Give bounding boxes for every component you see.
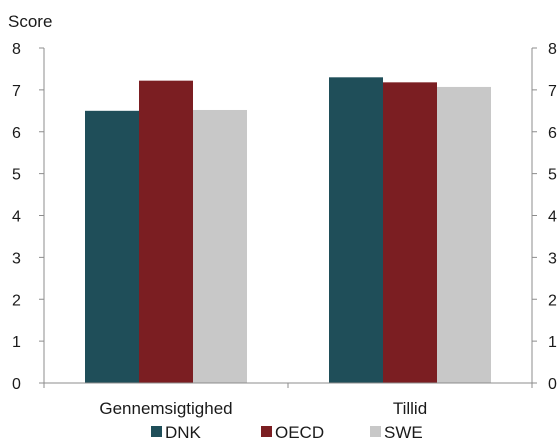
bar-oecd (139, 80, 193, 383)
y-right-tick-label: 7 (548, 83, 557, 100)
y-right-tick-label: 1 (548, 334, 557, 351)
legend-label: SWE (384, 423, 423, 442)
bar-oecd (383, 82, 437, 384)
y-tick-label: 0 (12, 376, 21, 393)
y-tick-label: 2 (12, 292, 21, 309)
x-axis: Gennemsigtighed Tillid (43, 382, 533, 418)
y-tick-label: 1 (12, 334, 21, 351)
y-right-tick-label: 0 (548, 376, 557, 393)
y-right-tick-label: 4 (548, 209, 557, 226)
bars (85, 77, 491, 384)
y-right-tick-label: 3 (548, 250, 557, 267)
y-right-tick-label: 2 (548, 292, 557, 309)
y-tick-label: 7 (12, 83, 21, 100)
legend-label: OECD (275, 423, 324, 442)
y-right-tick-label: 5 (548, 167, 557, 184)
y-axis-label: Score (8, 12, 52, 31)
y-tick-label: 4 (12, 209, 21, 226)
legend: DNK OECD SWE (151, 423, 423, 442)
y-right-tick-label: 8 (548, 41, 557, 58)
y-axis-left: 0 1 2 3 4 5 6 7 8 (12, 41, 45, 393)
legend-swatch (370, 426, 381, 437)
bar-swe (193, 109, 247, 383)
legend-swatch (151, 426, 162, 437)
y-tick-label: 5 (12, 167, 21, 184)
x-category-label: Gennemsigtighed (99, 399, 232, 418)
bar-dnk (329, 77, 383, 383)
bar-dnk (85, 110, 139, 383)
y-tick-label: 8 (12, 41, 21, 58)
y-tick-label: 6 (12, 125, 21, 142)
x-category-label: Tillid (393, 399, 427, 418)
legend-swatch (261, 426, 272, 437)
y-right-tick-label: 6 (548, 125, 557, 142)
y-tick-label: 3 (12, 250, 21, 267)
y-axis-right: 0 1 2 3 4 5 6 7 8 (531, 41, 557, 393)
bar-swe (437, 86, 491, 383)
legend-label: DNK (165, 423, 202, 442)
